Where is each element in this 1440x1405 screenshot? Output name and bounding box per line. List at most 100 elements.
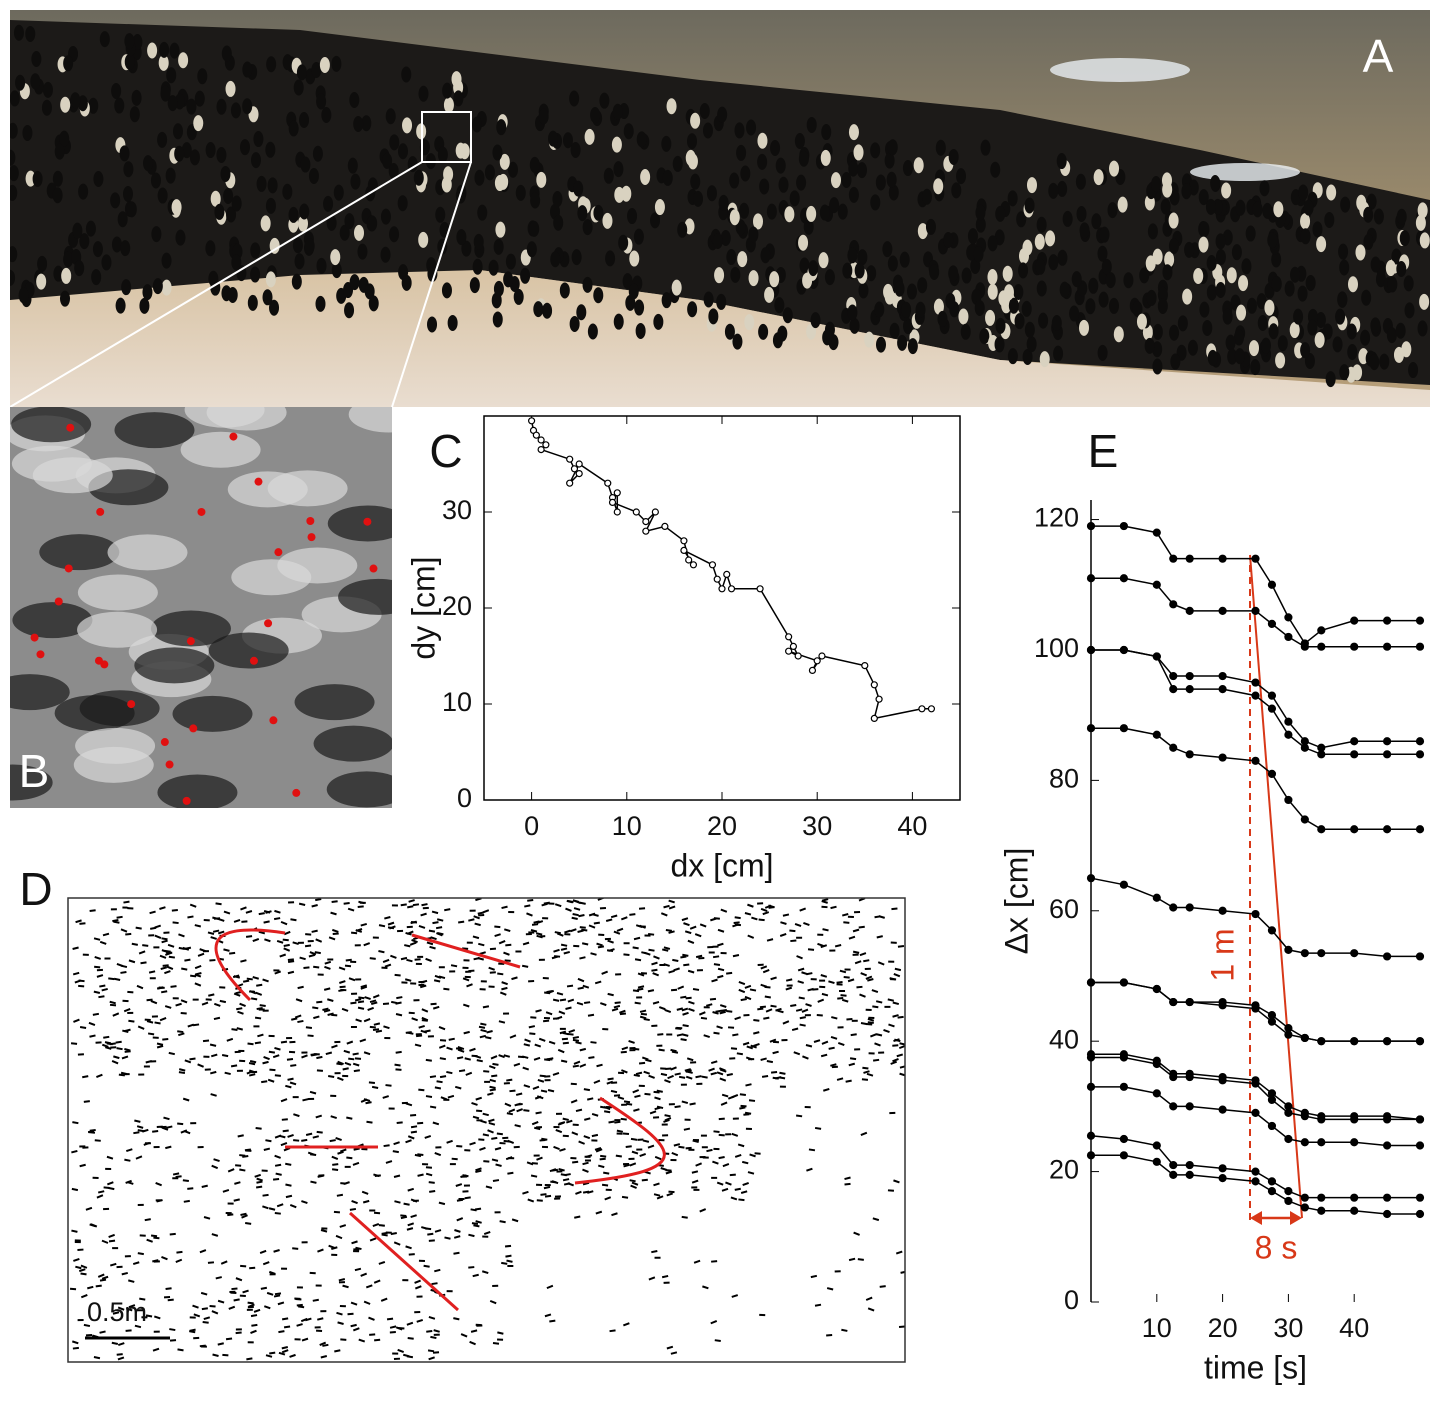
track [801,1008,809,1013]
track [112,1012,120,1017]
track [900,1270,905,1274]
track [366,1120,373,1124]
track [474,1055,482,1059]
track [717,942,724,947]
track [668,899,675,904]
y-axis-label: Δx [cm] [998,848,1034,955]
track [462,1174,469,1178]
data-point [1284,1187,1293,1196]
track [583,1135,591,1140]
track [305,1317,312,1322]
track [651,968,658,972]
penguin [1366,193,1377,210]
track [661,1274,669,1279]
x-tick-label: 10 [612,811,642,841]
track [536,920,544,925]
penguin [1395,322,1406,339]
data-point [1267,691,1277,700]
track [506,1078,513,1082]
track [305,1026,313,1029]
track [568,1029,576,1034]
track [405,1139,412,1144]
penguin [1271,251,1282,268]
track [352,1161,360,1166]
track [247,1042,254,1046]
penguin [1164,251,1175,268]
data-point [1086,1053,1096,1062]
track [547,1088,555,1093]
penguin [653,313,664,330]
track [839,969,847,974]
track [120,971,127,974]
track [332,1163,339,1166]
track [181,967,188,971]
tracked-point [197,507,206,516]
penguin [1252,201,1263,218]
track [453,1317,460,1321]
track [631,1150,639,1155]
track [473,957,480,961]
penguin [311,61,322,78]
data-point [1300,642,1309,651]
data-point [604,479,612,487]
penguin [1051,314,1062,331]
track [603,1110,611,1114]
data-line [1091,649,1420,749]
track [432,1121,440,1126]
track [425,1095,433,1098]
data-point [756,585,764,593]
track [317,1174,324,1178]
track [475,1169,482,1173]
penguin [1393,346,1404,363]
track [761,1074,769,1078]
track [775,1007,782,1012]
track [694,933,702,938]
track [378,1260,386,1265]
penguin [622,273,633,290]
track [248,1062,256,1066]
data-point [1382,1115,1392,1124]
penguin [473,233,484,250]
track [583,1088,591,1092]
track [430,936,437,941]
track [420,912,427,917]
track [400,903,407,907]
track [760,907,768,913]
penguin [702,122,713,139]
penguin [847,247,858,264]
track [175,1002,182,1007]
data-point [1169,1072,1178,1082]
track [360,922,368,927]
track [565,1006,572,1010]
penguin [256,175,267,192]
track [107,1181,114,1186]
track [666,1345,674,1350]
track [99,940,107,945]
track [312,1006,319,1010]
track [513,1062,521,1067]
penguin [1326,184,1337,201]
track [131,942,138,946]
track [739,1106,746,1110]
track [331,900,338,903]
track [142,1128,149,1133]
track [737,1143,745,1148]
track [250,997,258,1001]
penguin [1221,182,1232,199]
track [406,958,413,963]
track [740,998,747,1002]
track [649,1110,657,1115]
data-point [1218,606,1227,615]
penguin [1419,232,1430,249]
penguin [1293,308,1304,325]
track [346,1116,353,1120]
penguin [1206,284,1217,301]
track [544,1313,552,1318]
data-point [875,695,883,703]
track [685,1069,692,1073]
track [429,945,436,950]
track [691,1170,699,1174]
penguin [1105,272,1116,289]
penguin [262,289,273,306]
